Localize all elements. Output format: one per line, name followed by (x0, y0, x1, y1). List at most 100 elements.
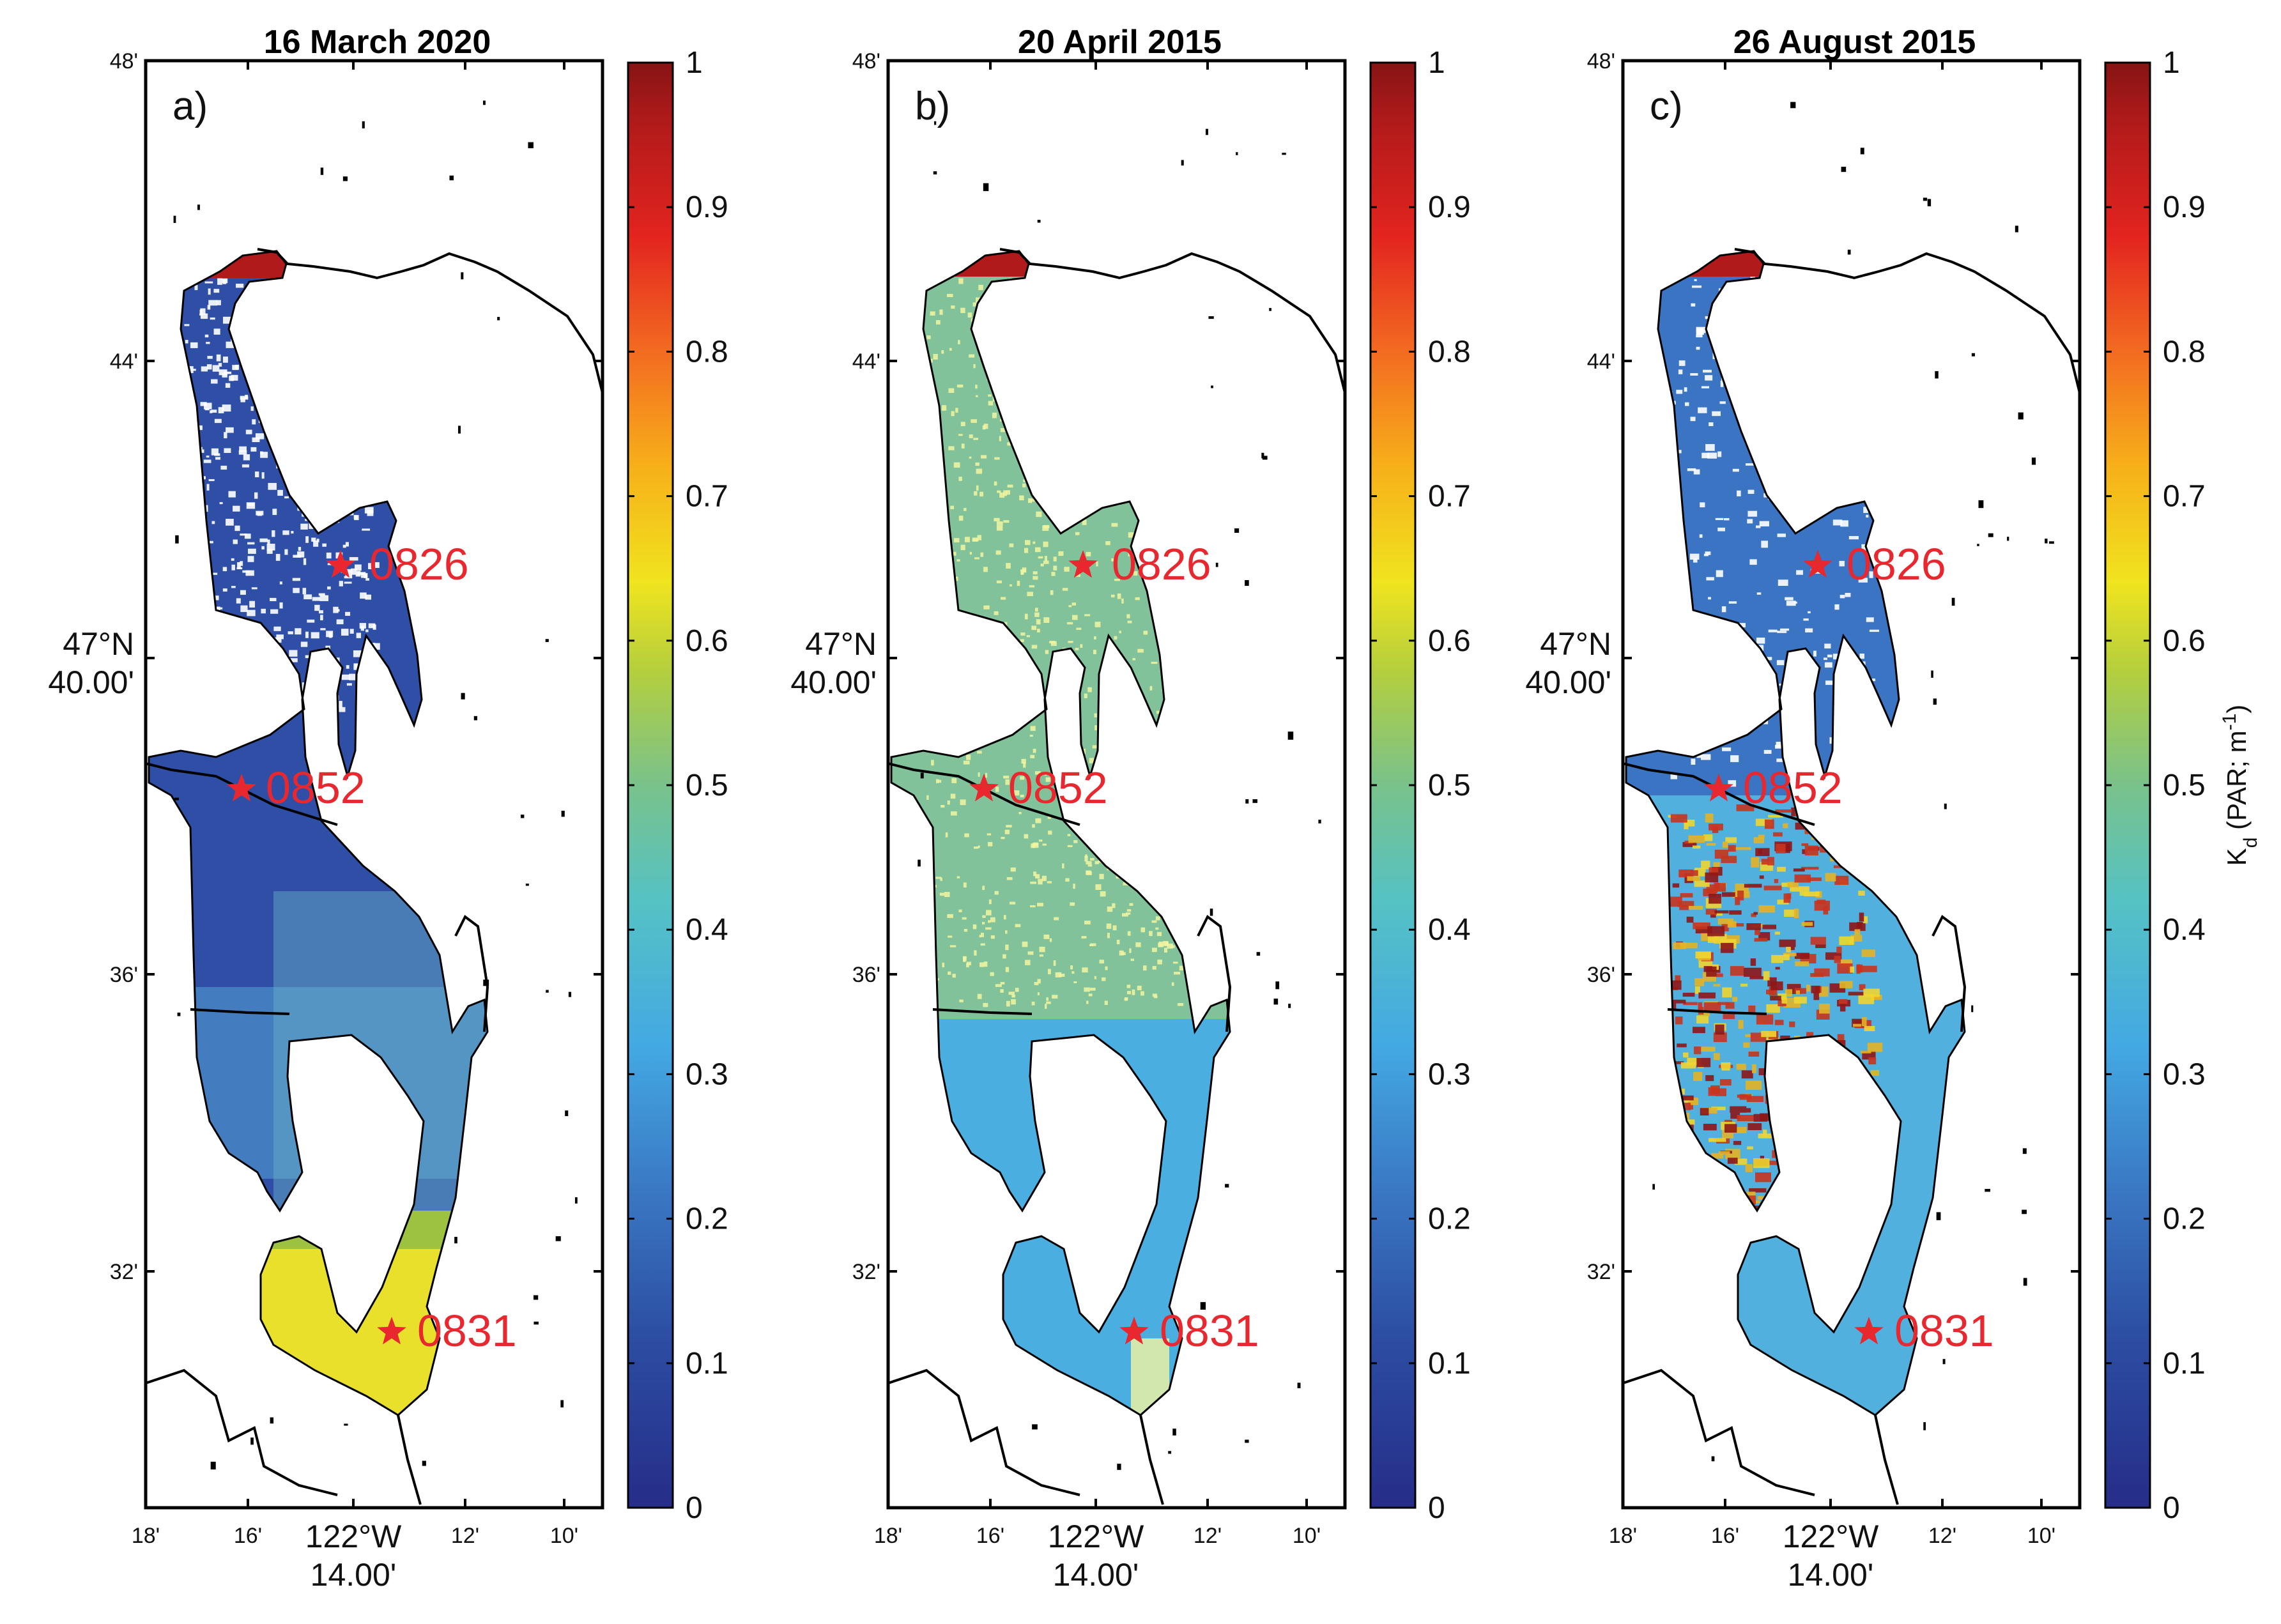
y-tick-label: 36' (852, 963, 880, 987)
x-tick-label: 10' (2027, 1524, 2055, 1548)
water-kd-field (1626, 251, 1965, 1415)
colorbar-tick-label: 1 (2163, 46, 2180, 80)
colorbar: 0 0.1 0.2 0.3 0.4 0.5 0.6 0.7 0.8 0.9 1 Kd (PAR; m-… (2104, 46, 2261, 1525)
x-tick-label: 12' (1928, 1524, 1956, 1548)
colorbar-tick-label: 0.6 (2163, 624, 2206, 658)
station-label: 0826 (369, 539, 469, 589)
colorbar-tick-label: 0.3 (2163, 1057, 2206, 1091)
station-star-icon (969, 774, 999, 802)
colorbar-tick-label: 0.4 (1428, 913, 1471, 947)
y-center-label: 47°N (805, 626, 877, 662)
y-tick-label: 48' (110, 49, 138, 73)
panel-title: 20 April 2015 (1018, 24, 1222, 61)
station-star-icon (377, 1317, 406, 1345)
x-tick-label: 16' (976, 1524, 1004, 1548)
colorbar-tick-label: 0.9 (686, 190, 728, 224)
map-frame (886, 59, 1347, 1510)
x-center-label: 14.00' (1053, 1557, 1139, 1593)
y-tick-label: 44' (852, 349, 880, 374)
panel-c: c) 26 August 2015 48' 44' 36' 32' 47°N40.00' 18… (1525, 24, 2261, 1593)
colorbar-tick-label: 0.9 (1428, 190, 1471, 224)
x-tick-label: 18' (874, 1524, 902, 1548)
station-label: 0831 (1160, 1306, 1259, 1356)
map-frame (144, 59, 604, 1510)
colorbar-tick-label: 0.5 (1428, 769, 1471, 802)
svg-text:Kd (PAR; m-1): Kd (PAR; m-1) (2219, 705, 2261, 866)
station-label: 0826 (1112, 539, 1211, 589)
x-center-label: 14.00' (311, 1557, 397, 1593)
station-star-icon (1119, 1317, 1149, 1345)
station-star-icon (1854, 1317, 1884, 1345)
colorbar-tick-label: 0.1 (1428, 1347, 1471, 1381)
panel-letter: b) (915, 84, 950, 128)
y-tick-label: 48' (1587, 49, 1615, 73)
colorbar-tick-label: 0.6 (686, 624, 728, 658)
colorbar: 0 0.1 0.2 0.3 0.4 0.5 0.6 0.7 0.8 0.9 1 (627, 46, 728, 1525)
colorbar-tick-label: 0.3 (1428, 1057, 1471, 1091)
y-center-label: 40.00' (1525, 664, 1611, 700)
y-center-label: 47°N (1540, 626, 1611, 662)
y-center-label: 47°N (63, 626, 134, 662)
x-tick-label: 12' (1194, 1524, 1222, 1548)
water-kd-field (149, 251, 488, 1415)
station-label: 0826 (1847, 539, 1946, 589)
x-center-label: 122°W (305, 1519, 402, 1554)
station-label: 0831 (417, 1306, 517, 1356)
panel-a: a) 16 March 2020 48' 44' 36' 32' 47°N40.00' 18'… (48, 24, 728, 1593)
colorbar-tick-label: 0.2 (686, 1202, 728, 1236)
station-label: 0852 (1743, 763, 1843, 813)
colorbar-tick-label: 0.8 (1428, 335, 1471, 369)
colorbar-tick-label: 0.2 (2163, 1202, 2206, 1236)
x-tick-label: 12' (451, 1524, 479, 1548)
y-center-label: 40.00' (48, 664, 134, 700)
y-tick-label: 32' (852, 1260, 880, 1284)
colorbar-tick-label: 0.6 (1428, 624, 1471, 658)
colorbar-tick-label: 1 (686, 46, 703, 80)
x-tick-label: 16' (1711, 1524, 1739, 1548)
y-tick-label: 36' (1587, 963, 1615, 987)
colorbar-tick-label: 0 (686, 1491, 703, 1525)
y-tick-label: 36' (110, 963, 138, 987)
colorbar-tick-label: 0.7 (2163, 480, 2206, 514)
y-tick-label: 44' (110, 349, 138, 374)
station-star-icon (1704, 774, 1733, 802)
x-tick-label: 18' (132, 1524, 160, 1548)
panel-title: 16 March 2020 (264, 24, 491, 61)
station-star-icon (227, 774, 256, 802)
x-tick-label: 16' (234, 1524, 262, 1548)
panel-letter: a) (173, 84, 208, 128)
colorbar-tick-label: 0.7 (686, 480, 728, 514)
colorbar-tick-label: 0.4 (2163, 913, 2206, 947)
colorbar-tick-label: 0.9 (2163, 190, 2206, 224)
colorbar-tick-label: 0.7 (1428, 480, 1471, 514)
y-tick-label: 32' (1587, 1260, 1615, 1284)
colorbar-label: Kd (PAR; m-1) (2219, 705, 2261, 866)
colorbar-tick-label: 0 (1428, 1491, 1445, 1525)
colorbar-tick-label: 1 (1428, 46, 1445, 80)
x-tick-label: 10' (550, 1524, 578, 1548)
station-label: 0852 (266, 763, 365, 813)
x-tick-label: 10' (1293, 1524, 1321, 1548)
station-star-icon (326, 550, 355, 578)
colorbar-tick-label: 0.8 (686, 335, 728, 369)
colorbar: 0 0.1 0.2 0.3 0.4 0.5 0.6 0.7 0.8 0.9 1 (1369, 46, 1471, 1525)
colorbar-tick-label: 0.1 (2163, 1347, 2206, 1381)
panel-title: 26 August 2015 (1733, 24, 1976, 61)
colorbar-tick-label: 0.1 (686, 1347, 728, 1381)
x-center-label: 122°W (1048, 1519, 1144, 1554)
colorbar-tick-label: 0.5 (686, 769, 728, 802)
colorbar-tick-label: 0 (2163, 1491, 2180, 1525)
colorbar-tick-label: 0.3 (686, 1057, 728, 1091)
x-tick-label: 18' (1609, 1524, 1637, 1548)
colorbar-tick-label: 0.2 (1428, 1202, 1471, 1236)
colorbar-tick-label: 0.5 (2163, 769, 2206, 802)
map-frame (1621, 59, 2082, 1510)
panel-b: b) 20 April 2015 48' 44' 36' 32' 47°N40.00' 18'… (790, 24, 1470, 1593)
x-center-label: 122°W (1783, 1519, 1879, 1554)
y-center-label: 40.00' (790, 664, 877, 700)
station-label: 0852 (1008, 763, 1108, 813)
station-star-icon (1803, 550, 1832, 578)
x-center-label: 14.00' (1788, 1557, 1874, 1593)
y-tick-label: 48' (852, 49, 880, 73)
